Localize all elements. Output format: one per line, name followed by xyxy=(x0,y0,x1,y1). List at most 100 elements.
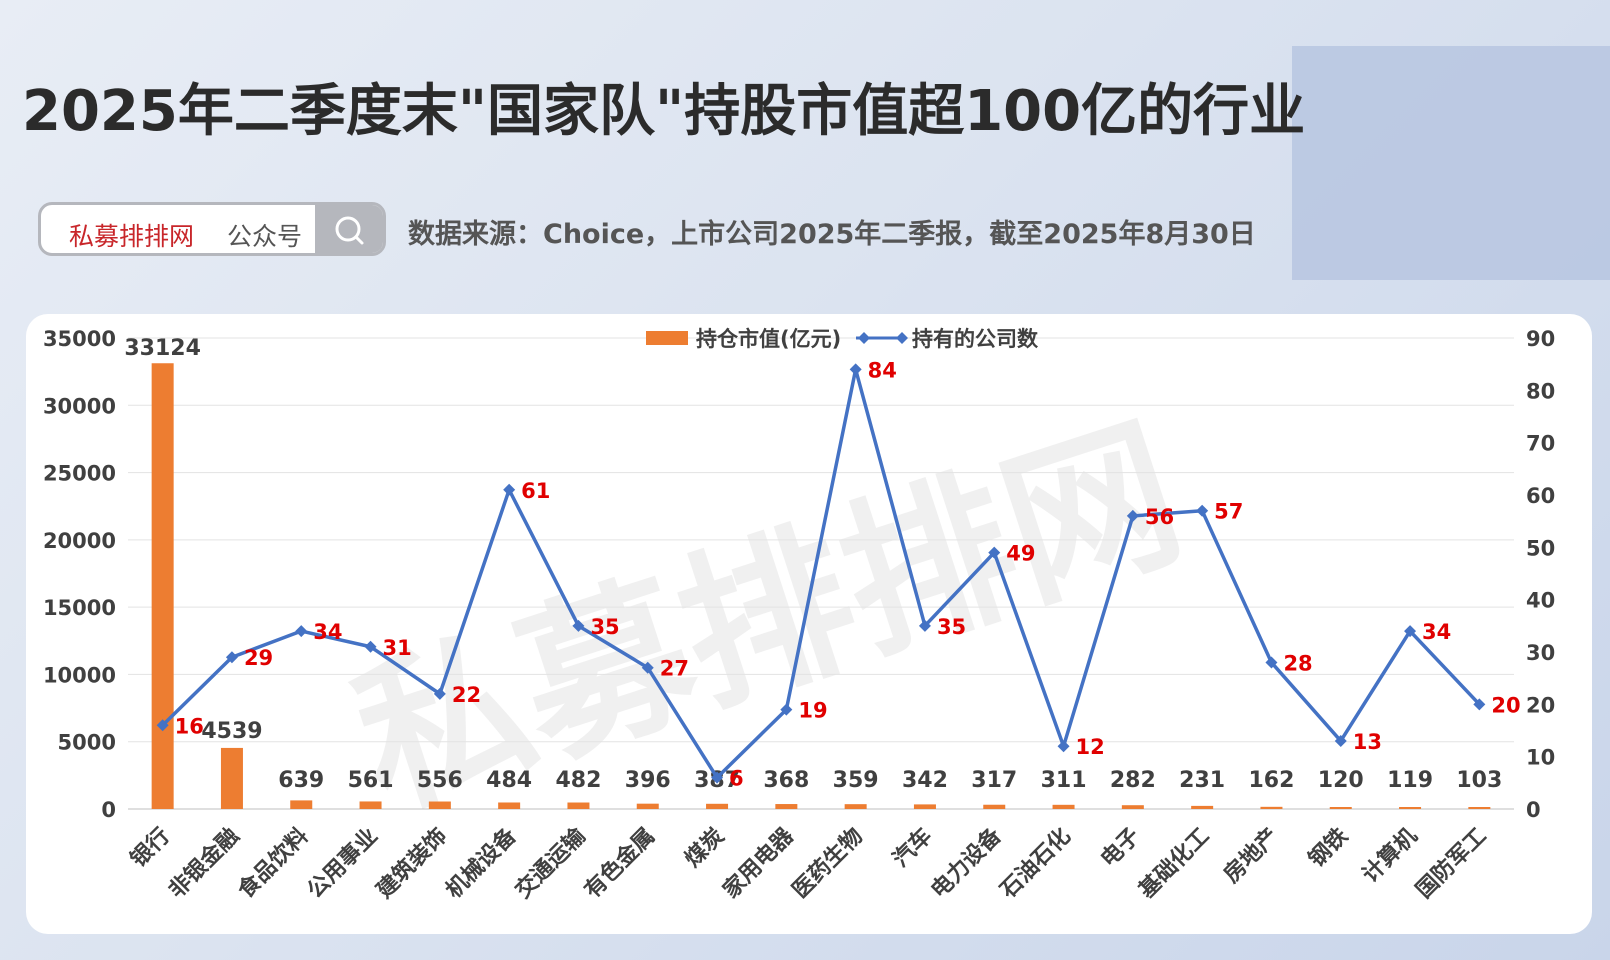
bar-value-label: 317 xyxy=(971,768,1017,793)
bar-value-label: 231 xyxy=(1179,768,1225,793)
line-value-label: 12 xyxy=(1076,735,1105,759)
line-point xyxy=(1057,740,1070,753)
y-left-tick-label: 25000 xyxy=(43,462,116,486)
bar xyxy=(220,747,243,809)
bar xyxy=(636,803,659,809)
line-value-label: 20 xyxy=(1491,693,1520,717)
line-value-label: 28 xyxy=(1283,651,1312,675)
x-category-label: 国防军工 xyxy=(1412,824,1492,904)
y-right-tick-label: 10 xyxy=(1526,746,1555,770)
bar-value-label: 342 xyxy=(902,768,948,793)
bar-value-label: 33124 xyxy=(124,336,201,361)
x-category-label: 有色金属 xyxy=(579,823,660,904)
line-point xyxy=(849,363,862,376)
line-value-label: 19 xyxy=(798,699,827,723)
bar-value-label: 556 xyxy=(417,768,463,793)
bar-value-label: 311 xyxy=(1041,768,1087,793)
line-point xyxy=(780,703,793,716)
bar xyxy=(775,804,798,809)
decorative-panel xyxy=(1292,46,1610,280)
bar xyxy=(359,801,382,809)
line-value-label: 35 xyxy=(590,615,619,639)
bar-value-label: 4539 xyxy=(201,719,262,744)
x-category-label: 机械设备 xyxy=(441,822,522,903)
line-point xyxy=(364,640,377,653)
y-left-tick-label: 20000 xyxy=(43,529,116,553)
y-right-tick-label: 90 xyxy=(1526,327,1555,351)
x-category-label: 房地产 xyxy=(1219,823,1284,888)
x-category-label: 银行 xyxy=(125,823,175,873)
bar xyxy=(706,803,729,809)
bar-value-label: 482 xyxy=(555,768,601,793)
y-right-tick-label: 20 xyxy=(1526,693,1555,717)
line-value-label: 57 xyxy=(1214,500,1243,524)
chart-card: 私募排排网 35000 30000 25000 20000 15000 10000 5000 0… xyxy=(26,314,1592,934)
bar-value-label: 282 xyxy=(1110,768,1156,793)
line-point xyxy=(1196,504,1209,517)
line-value-label: 56 xyxy=(1145,505,1174,529)
x-category-label: 石油石化 xyxy=(994,823,1075,904)
x-category-label: 交通运输 xyxy=(510,822,591,903)
search-button[interactable] xyxy=(315,205,383,253)
line-value-label: 27 xyxy=(660,657,689,681)
bar xyxy=(844,804,867,809)
bar-value-label: 162 xyxy=(1248,768,1294,793)
line-value-label: 34 xyxy=(313,620,342,644)
line-point xyxy=(1473,698,1486,711)
bar-value-label: 368 xyxy=(763,768,809,793)
x-category-label: 医药生物 xyxy=(787,823,868,904)
bar xyxy=(1468,807,1491,809)
y-right-tick-label: 40 xyxy=(1526,589,1555,613)
x-category-label: 电子 xyxy=(1096,824,1145,873)
line-point xyxy=(1265,656,1278,669)
bar-value-label: 103 xyxy=(1456,768,1502,793)
line-value-label: 16 xyxy=(175,714,204,738)
y-right-tick-label: 60 xyxy=(1526,484,1555,508)
line-point xyxy=(988,546,1001,559)
x-category-label: 汽车 xyxy=(888,823,938,873)
bar xyxy=(1260,806,1283,809)
legend-line-label: 持有的公司数 xyxy=(912,327,1039,351)
y-left-tick-label: 15000 xyxy=(43,596,116,620)
bar-value-label: 359 xyxy=(833,768,879,793)
x-category-label: 煤炭 xyxy=(680,823,730,873)
y-left-tick-label: 35000 xyxy=(43,327,116,351)
legend-bar-swatch xyxy=(646,331,688,345)
bar xyxy=(151,363,174,809)
bar-value-label: 561 xyxy=(348,768,394,793)
line-value-label: 31 xyxy=(383,636,412,660)
y-left-tick-label: 0 xyxy=(101,798,116,822)
bar xyxy=(428,801,451,809)
line-point xyxy=(1404,625,1417,638)
bar xyxy=(1191,805,1214,809)
line-value-label: 49 xyxy=(1006,542,1035,566)
search-box[interactable]: 私募排排网 公众号 xyxy=(38,202,386,256)
search-sub: 公众号 xyxy=(227,222,303,251)
search-brand: 私募排排网 xyxy=(69,222,195,251)
bar-value-label: 639 xyxy=(278,768,324,793)
y-right-tick-label: 80 xyxy=(1526,379,1555,403)
bar xyxy=(1329,807,1352,809)
x-category-label: 食品饮料 xyxy=(233,823,314,904)
line-point xyxy=(225,651,238,664)
line-value-label: 84 xyxy=(868,358,897,382)
bar-value-label: 119 xyxy=(1387,768,1433,793)
line-value-label: 35 xyxy=(937,615,966,639)
page-title: 2025年二季度末"国家队"持股市值超100亿的行业 xyxy=(22,79,1306,144)
bar xyxy=(1052,804,1075,809)
bar-value-label: 484 xyxy=(486,768,532,793)
line-series xyxy=(161,367,1481,780)
bar xyxy=(1399,807,1422,809)
line-point xyxy=(711,771,724,784)
bar xyxy=(290,800,313,809)
x-category-label: 钢铁 xyxy=(1303,823,1353,873)
line-value-label: 34 xyxy=(1422,620,1451,644)
line-point xyxy=(1126,509,1139,522)
y-left-tick-label: 10000 xyxy=(43,663,116,687)
legend-bar-label: 持仓市值(亿元) xyxy=(696,327,841,351)
line-point xyxy=(433,687,446,700)
y-right-tick-label: 50 xyxy=(1526,536,1555,560)
x-category-label: 公用事业 xyxy=(302,823,383,904)
bar xyxy=(567,802,590,809)
y-right-tick-label: 70 xyxy=(1526,432,1555,456)
